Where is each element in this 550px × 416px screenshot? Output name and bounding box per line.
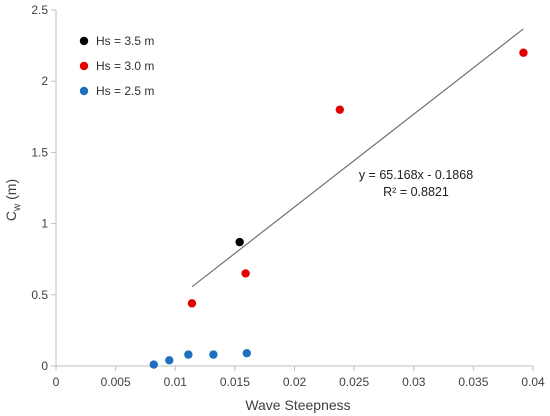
legend-marker xyxy=(79,61,89,71)
data-point-series-3 xyxy=(242,348,251,358)
y-axis-title-unit: (m) xyxy=(3,179,19,204)
legend-label: Hs = 3.5 m xyxy=(96,34,154,48)
x-axis-title: Wave Steepness xyxy=(245,397,350,413)
axes: 0 0.005 0.01 0.015 0.02 0.025 0.03 0.035 0.04 0 0.… xyxy=(31,3,545,389)
y-tick-label: 0.5 xyxy=(31,288,48,302)
legend-label: Hs = 3.0 m xyxy=(96,59,154,73)
data-point-series-2 xyxy=(241,269,250,278)
y-axis-title-subscript: w xyxy=(12,203,23,212)
data-point-series-3 xyxy=(209,350,218,359)
legend: Hs = 3.5 m Hs = 3.0 m Hs = 2.5 m xyxy=(79,34,154,98)
x-tick-label: 0.04 xyxy=(521,375,545,389)
legend-marker xyxy=(79,86,89,96)
x-tick-label: 0.025 xyxy=(339,375,369,389)
x-tick-label: 0.02 xyxy=(283,375,307,389)
x-tick-label: 0 xyxy=(53,375,60,389)
data-point-series-2 xyxy=(519,48,528,57)
x-tick-label: 0.03 xyxy=(402,375,426,389)
y-tick-label: 1 xyxy=(41,217,48,231)
data-point-series-3 xyxy=(165,356,174,365)
data-point-series-2 xyxy=(335,105,345,114)
linear-trendline xyxy=(191,28,524,288)
x-tick-label: 0.01 xyxy=(164,375,188,389)
y-tick-label: 2.5 xyxy=(31,3,48,17)
data-point-series-3 xyxy=(184,350,193,359)
data-point-series-1 xyxy=(235,237,244,247)
trendline-r-squared: R² = 0.8821 xyxy=(383,185,449,199)
y-tick-label: 1.5 xyxy=(31,145,48,159)
y-axis-title-main: C xyxy=(3,211,19,221)
trendline-equation: y = 65.168x - 0.1868 xyxy=(359,168,473,182)
trendline-layer xyxy=(191,28,524,288)
y-tick-label: 0 xyxy=(41,359,48,373)
y-axis-title: Cw (m) xyxy=(3,179,23,221)
data-points xyxy=(149,48,528,369)
x-tick-label: 0.005 xyxy=(101,375,131,389)
data-point-series-2 xyxy=(187,299,197,308)
legend-marker xyxy=(79,36,89,46)
data-point-series-3 xyxy=(149,360,158,369)
x-tick-label: 0.035 xyxy=(458,375,488,389)
legend-label: Hs = 2.5 m xyxy=(96,84,154,98)
y-tick-label: 2 xyxy=(41,74,48,88)
x-tick-label: 0.015 xyxy=(220,375,250,389)
